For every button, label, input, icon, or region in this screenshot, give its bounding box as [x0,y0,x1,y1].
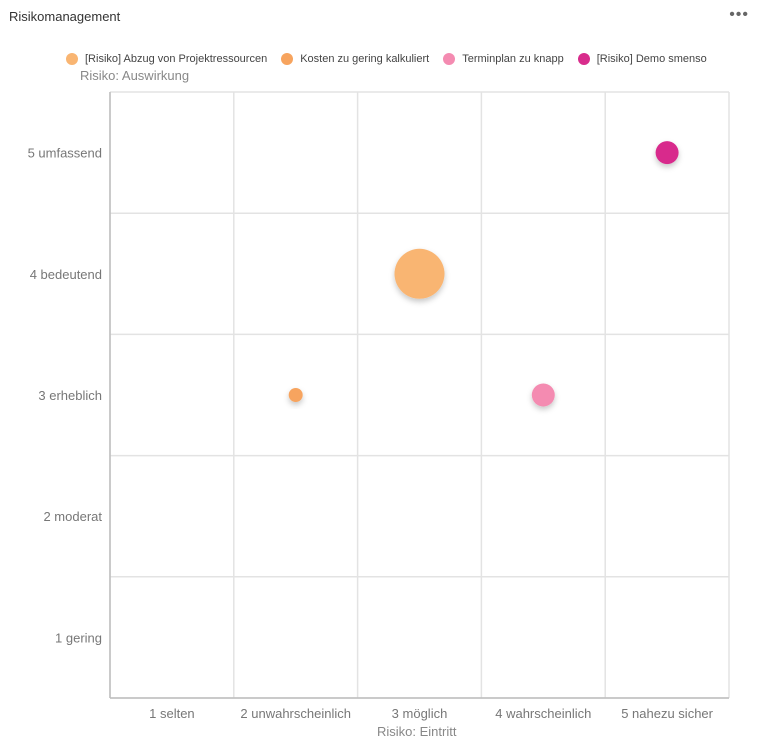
legend-label: [Risiko] Demo smenso [596,53,707,65]
bubble-point-series-1[interactable] [394,248,445,299]
legend-item[interactable]: Kosten zu gering kalkuliert [281,53,429,65]
y-tick-label: 2 moderat [43,509,102,524]
legend-item[interactable]: [Risiko] Demo smenso [577,53,707,65]
x-tick-label: 3 möglich [392,706,448,721]
legend-marker [443,53,456,65]
x-tick-label: 4 wahrscheinlich [495,706,591,721]
y-axis-title: Risiko: Auswirkung [80,68,190,83]
x-tick-label: 1 selten [149,706,195,721]
legend-item[interactable]: Terminplan zu knapp [443,53,564,65]
bubble-point-series-3[interactable] [531,383,555,407]
legend-label: Terminplan zu knapp [462,53,564,65]
legend-marker [281,53,294,65]
bubble-point-series-4[interactable] [655,141,679,165]
legend-label: [Risiko] Abzug von Projektressourcen [85,53,268,65]
y-tick-label: 4 bedeutend [30,267,102,282]
y-tick-label: 1 gering [55,630,102,645]
legend-marker [577,53,590,65]
bubble-point-series-2[interactable] [288,388,303,402]
legend-marker [66,53,78,65]
x-tick-label: 2 unwahrscheinlich [240,706,351,721]
widget-header: Risikomanagement ••• [9,6,749,28]
y-tick-label: 5 umfassend [28,146,102,161]
chart-legend: [Risiko] Abzug von Projektressourcen Kost… [66,50,707,68]
legend-label: Kosten zu gering kalkuliert [300,53,430,65]
x-axis-title: Risiko: Eintritt [377,724,457,739]
x-tick-label: 5 nahezu sicher [621,706,713,721]
legend-item[interactable]: [Risiko] Abzug von Projektressourcen [66,53,267,65]
widget-title: Risikomanagement [9,9,121,24]
more-options-icon[interactable]: ••• [729,6,749,23]
y-tick-label: 3 erheblich [38,388,102,403]
